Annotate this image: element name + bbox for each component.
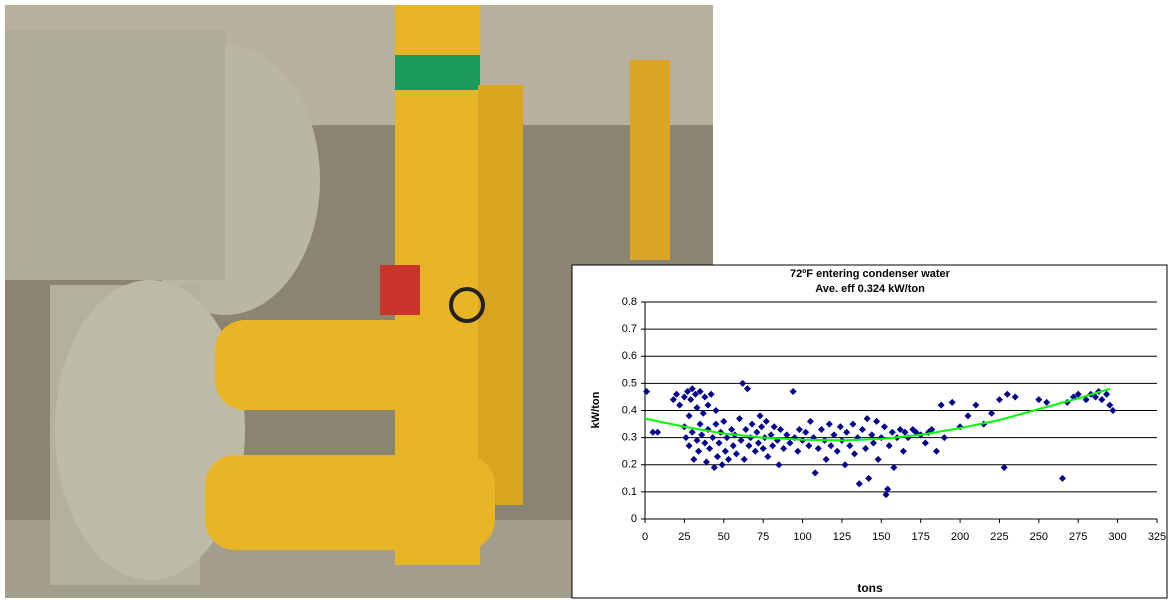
x-tick-label: 50	[718, 531, 730, 543]
y-axis-label: kW/ton	[590, 391, 602, 428]
chiller-body	[5, 30, 225, 280]
pipe-vertical-2	[478, 85, 523, 505]
x-tick-label: 275	[1069, 531, 1087, 543]
y-tick-label: 0.3	[622, 432, 637, 444]
x-tick-label: 250	[1030, 531, 1048, 543]
y-tick-label: 0.5	[622, 377, 637, 389]
x-tick-label: 300	[1108, 531, 1126, 543]
x-tick-label: 75	[757, 531, 769, 543]
x-tick-label: 125	[833, 531, 851, 543]
y-tick-label: 0.6	[622, 350, 637, 362]
x-tick-label: 325	[1148, 531, 1166, 543]
x-tick-label: 0	[642, 531, 648, 543]
page: {"chart_data": {"type": "scatter", "titl…	[0, 0, 1170, 600]
chart-subtitle: Ave. eff 0.324 kW/ton	[815, 283, 925, 295]
x-tick-label: 150	[872, 531, 890, 543]
pipe-upper	[215, 320, 445, 410]
chart-title: 72ºF entering condenser water	[790, 268, 951, 280]
figure: 72ºF entering condenser water Ave. eff 0…	[0, 0, 1170, 600]
pipe-lower	[205, 455, 495, 550]
x-tick-label: 100	[793, 531, 811, 543]
x-tick-label: 200	[951, 531, 969, 543]
y-tick-label: 0.7	[622, 323, 637, 335]
x-tick-label: 175	[912, 531, 930, 543]
y-tick-label: 0.4	[622, 404, 637, 416]
y-tick-label: 0.2	[622, 459, 637, 471]
y-tick-label: 0.8	[622, 296, 637, 308]
chart-panel	[572, 265, 1167, 598]
y-tick-label: 0	[631, 513, 637, 525]
pipe-far	[630, 60, 670, 260]
x-tick-label: 225	[990, 531, 1008, 543]
x-tick-label: 25	[678, 531, 690, 543]
x-axis-label: tons	[857, 581, 883, 595]
y-tick-label: 0.1	[622, 486, 637, 498]
pipe-band	[395, 55, 480, 90]
valve	[380, 265, 420, 315]
